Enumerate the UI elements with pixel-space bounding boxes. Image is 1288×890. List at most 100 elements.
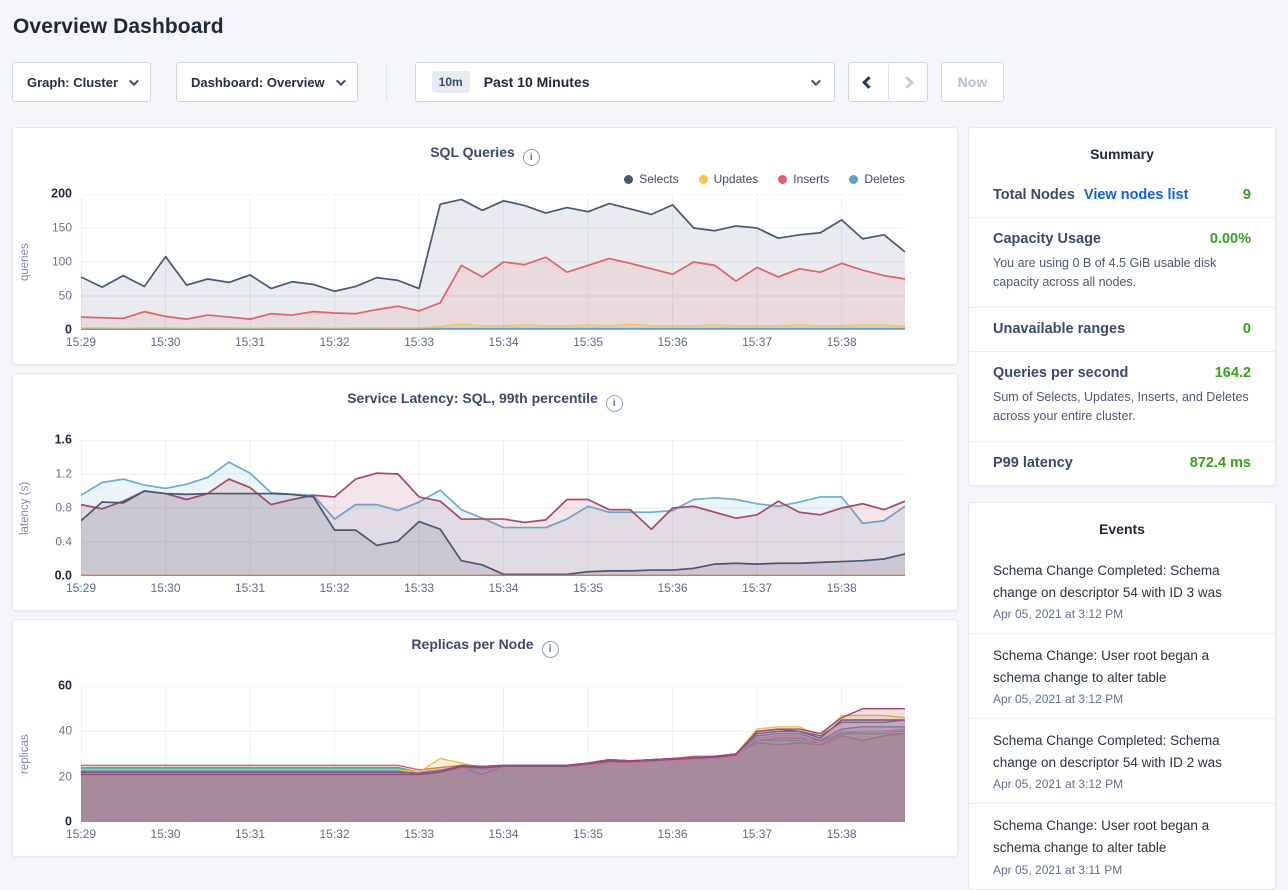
y-axis-label: queries (19, 243, 31, 281)
legend-dot (849, 174, 859, 184)
events-title: Events (1099, 520, 1145, 537)
summary-title: Summary (1090, 146, 1154, 162)
chart-title-row: Service Latency: SQL, 99th percentile i (13, 390, 957, 412)
info-icon[interactable]: i (522, 149, 540, 166)
x-tick: 15:30 (150, 581, 181, 595)
toolbar: Graph: Cluster Dashboard: Overview 10m P… (12, 62, 1276, 102)
y-tick: 0.0 (54, 568, 72, 583)
x-tick: 15:34 (488, 335, 519, 349)
event-timestamp: Apr 05, 2021 at 3:11 PM (993, 862, 1123, 877)
summary-label: Capacity Usage (993, 231, 1101, 247)
x-tick: 15:31 (234, 335, 266, 349)
summary-label: Unavailable ranges (993, 320, 1126, 337)
x-tick: 15:30 (150, 335, 181, 349)
event-item: Schema Change Completed: Schema change o… (969, 549, 1275, 633)
chart-title: Replicas per Node (411, 636, 534, 652)
event-text: Schema Change Completed: Schema change o… (993, 733, 1222, 771)
info-icon[interactable]: i (541, 641, 559, 658)
y-axis-label: latency (s) (19, 481, 31, 535)
summary-row-p99-latency: P99 latency 872.4 ms (969, 440, 1275, 485)
events-panel: Events Schema Change Completed: Schema c… (968, 501, 1276, 890)
x-tick: 15:30 (150, 827, 181, 841)
chevron-down-icon (335, 75, 346, 86)
x-tick: 15:33 (404, 335, 435, 349)
time-range-badge: 10m (431, 71, 470, 93)
x-tick: 15:33 (404, 827, 435, 841)
plot-area: 0 20 40 60 15:29 15:30 15:31 15:32 15:33 15:34 15… (58, 678, 905, 842)
service-latency-plot[interactable] (81, 440, 905, 576)
y-tick: 150 (51, 220, 72, 235)
summary-value: 0 (1242, 320, 1251, 337)
y-tick: 1.2 (55, 466, 72, 481)
summary-row-unavailable-ranges: Unavailable ranges 0 (969, 306, 1275, 351)
legend-item-inserts[interactable]: Inserts (778, 172, 829, 186)
x-tick: 15:29 (65, 827, 97, 841)
x-tick: 15:36 (657, 827, 688, 841)
legend-item-deletes[interactable]: Deletes (849, 172, 905, 186)
x-tick: 15:32 (319, 581, 350, 595)
replicas-per-node-chart-card: Replicas per Node i replicas 0 20 40 60 15:2… (12, 619, 958, 857)
summary-value: 9 (1242, 187, 1251, 203)
chart-title: Service Latency: SQL, 99th percentile (347, 390, 598, 406)
view-nodes-list-link[interactable]: View nodes list (1083, 187, 1189, 203)
y-tick: 0 (65, 814, 72, 829)
chart-body: latency (s) 0.0 0.4 0.8 1.2 1.6 15:29 15:30 15… (19, 432, 905, 596)
event-text: Schema Change: User root began a schema … (993, 647, 1210, 685)
event-text: Schema Change Completed: Schema change o… (993, 562, 1222, 600)
replicas-per-node-plot[interactable] (81, 686, 905, 822)
sql-queries-plot[interactable] (81, 194, 905, 330)
chevron-right-icon (901, 75, 915, 89)
summary-label: P99 latency (993, 454, 1073, 471)
summary-row-queries-per-second: Queries per second 164.2 Sum of Selects,… (969, 350, 1275, 441)
x-tick: 15:29 (65, 335, 97, 349)
time-forward-button[interactable] (887, 63, 927, 101)
charts-column: SQL Queries i Selects Updates Inserts Delete… (12, 127, 958, 857)
y-tick: 1.6 (54, 432, 72, 447)
x-tick: 15:38 (826, 581, 857, 595)
sidebar-column: Summary Total Nodes View nodes list 9 Ca… (968, 127, 1276, 890)
y-tick: 0 (65, 322, 72, 337)
x-tick: 15:33 (404, 581, 435, 595)
x-tick: 15:29 (65, 581, 97, 595)
summary-row-capacity-usage: Capacity Usage 0.00% You are using 0 B o… (969, 217, 1275, 307)
chart-legend: Selects Updates Inserts Deletes (624, 172, 905, 186)
summary-panel: Summary Total Nodes View nodes list 9 Ca… (968, 127, 1276, 486)
dashboard-dropdown[interactable]: Dashboard: Overview (176, 62, 358, 102)
x-tick: 15:38 (826, 335, 857, 349)
chart-body: queries 0 50 100 150 200 15:29 15:30 15:31 15:3… (19, 186, 905, 350)
y-tick: 200 (51, 186, 72, 201)
chart-title-row: Replicas per Node i (13, 636, 957, 658)
x-tick: 15:32 (319, 827, 350, 841)
x-tick: 15:35 (573, 827, 604, 841)
legend-item-updates[interactable]: Updates (698, 172, 758, 186)
summary-label: Queries per second (993, 364, 1129, 381)
sql-queries-chart-card: SQL Queries i Selects Updates Inserts Delete… (12, 127, 958, 365)
summary-value: 872.4 ms (1189, 454, 1251, 471)
graph-dropdown-label: Graph: Cluster (27, 74, 119, 90)
x-tick: 15:35 (573, 335, 604, 349)
time-range-label: Past 10 Minutes (483, 74, 590, 90)
summary-subtext: You are using 0 B of 4.5 GiB usable disk… (993, 256, 1217, 290)
summary-subtext: Sum of Selects, Updates, Inserts, and De… (993, 389, 1249, 424)
y-axis-label: replicas (19, 734, 31, 774)
x-axis-ticks: 15:29 15:30 15:31 15:32 15:33 15:34 15:35 15:36… (66, 330, 905, 350)
legend-item-selects[interactable]: Selects (624, 172, 679, 186)
chart-title-row: SQL Queries i (13, 144, 957, 166)
info-icon[interactable]: i (605, 395, 623, 412)
event-text: Schema Change: User root began a schema … (993, 818, 1210, 856)
chart-title: SQL Queries (430, 144, 515, 160)
chart-body: replicas 0 20 40 60 15:29 15:30 15:31 15:32 15:… (19, 678, 905, 842)
y-tick: 50 (58, 288, 72, 303)
x-tick: 15:31 (234, 581, 266, 595)
graph-dropdown[interactable]: Graph: Cluster (12, 62, 152, 102)
event-item: Schema Change: User root began a schema … (969, 632, 1275, 718)
now-button[interactable]: Now (940, 62, 1005, 102)
main-layout: SQL Queries i Selects Updates Inserts Delete… (12, 127, 1276, 890)
time-back-button[interactable] (848, 63, 888, 101)
time-range-selector[interactable]: 10m Past 10 Minutes (414, 62, 835, 102)
y-tick: 0.4 (55, 534, 72, 549)
plot-area: 0 50 100 150 200 15:29 15:30 15:31 15:32 15:33 15… (51, 186, 905, 350)
legend-dot (698, 174, 708, 184)
page-title: Overview Dashboard (13, 15, 224, 38)
y-tick: 20 (58, 768, 72, 783)
